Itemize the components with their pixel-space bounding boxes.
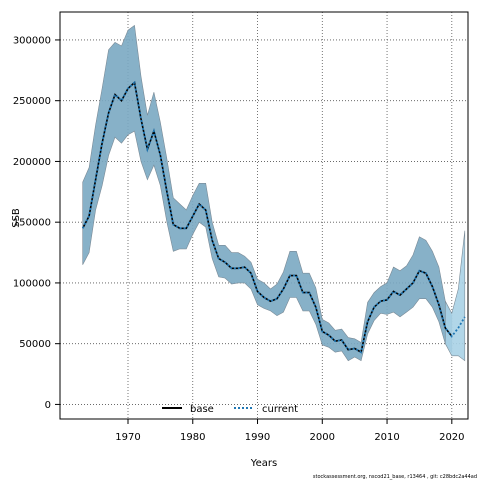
x-tick-label-2020: 2020 [439,432,464,443]
series-lines [81,80,466,354]
grid [60,12,468,419]
y-tick-label-150000: 150000 [13,218,51,229]
legend-base-label: base [190,404,214,415]
legend-current-label: current [262,404,298,415]
axis-ticks: 1970 1980 1990 2000 2010 2020 0 50000 100000 1500… [13,35,465,443]
x-tick-label-2000: 2000 [310,432,335,443]
y-tick-label-250000: 250000 [13,96,51,107]
y-tick-label-0: 0 [45,400,51,411]
x-axis-label: Years [250,458,277,469]
y-tick-label-50000: 50000 [19,339,51,350]
x-tick-label-1970: 1970 [115,432,140,443]
footer-note: stockassessment.org, nscod21_base, r1346… [313,474,477,480]
x-tick-label-1990: 1990 [245,432,270,443]
series-line-current [81,80,466,354]
confidence-bands [82,24,466,362]
y-tick-label-300000: 300000 [13,35,51,46]
y-axis-label: SSB [11,208,22,228]
legend: base current [162,404,298,415]
y-tick-label-200000: 200000 [13,157,51,168]
x-tick-label-1980: 1980 [180,432,205,443]
confidence-band-current [444,230,466,362]
y-tick-label-100000: 100000 [13,278,51,289]
x-tick-label-2010: 2010 [374,432,399,443]
plot-frame [59,11,469,420]
